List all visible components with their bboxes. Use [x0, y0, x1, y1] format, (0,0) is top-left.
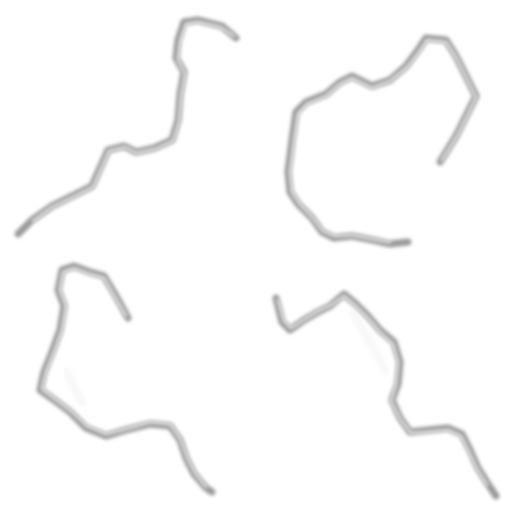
crack-top-left: [14, 16, 240, 238]
crack-top-right: [284, 34, 480, 248]
crack-bottom-left: [36, 262, 216, 496]
crack-bottom-right: [272, 290, 500, 500]
